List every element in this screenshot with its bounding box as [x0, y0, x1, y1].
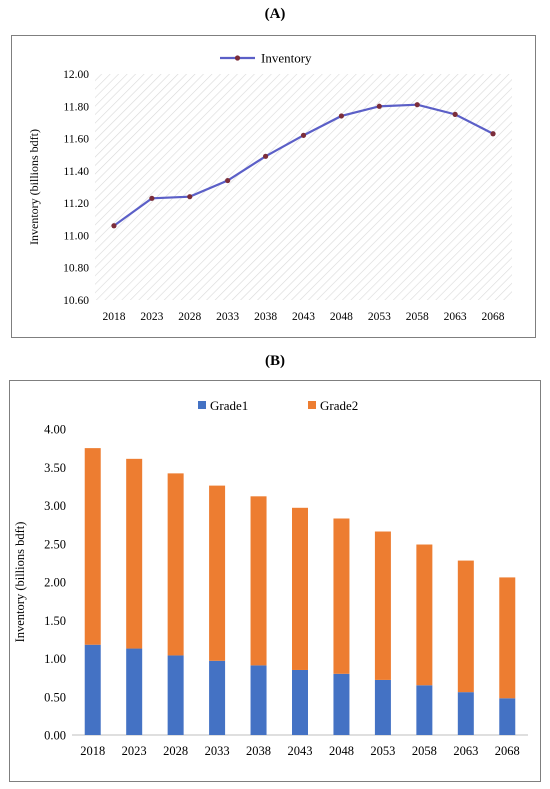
y-tick-label: 11.40	[64, 166, 90, 178]
y-axis-title: Inventory (billions bdft)	[13, 522, 27, 643]
y-tick-label: 2.00	[44, 576, 66, 590]
panel-a-label: (A)	[264, 6, 286, 22]
y-tick-label: 2.50	[44, 537, 66, 551]
x-tick-label: 2038	[254, 311, 277, 323]
x-tick-label: 2028	[163, 744, 188, 758]
data-point	[452, 111, 458, 117]
y-tick-label: 10.80	[63, 263, 89, 275]
x-tick-label: 2058	[412, 744, 437, 758]
x-tick-label: 2048	[329, 744, 354, 758]
bar-segment-grade2	[499, 577, 516, 699]
legend-swatch-grade1	[198, 401, 206, 409]
data-point	[300, 132, 307, 138]
y-tick-label: 4.00	[44, 423, 66, 437]
x-tick-label: 2063	[453, 744, 478, 758]
bar-segment-grade2	[416, 544, 433, 686]
x-tick-label: 2043	[288, 744, 313, 758]
stacked-bar-chart: 0.00 0.50 1.00 1.50 2.00 2.50 3.00 3.50 4.00 2018…	[13, 398, 528, 758]
data-point	[338, 113, 345, 119]
data-point	[225, 177, 231, 184]
legend-label-inventory: Inventory	[261, 51, 312, 66]
bar-segment-grade1	[84, 644, 101, 735]
data-point	[111, 223, 117, 229]
bar-segment-grade1	[250, 665, 267, 735]
bar-segment-grade2	[374, 531, 391, 680]
bar-segment-grade2	[167, 473, 184, 656]
bar-segment-grade2	[126, 458, 143, 649]
bar-segment-grade1	[374, 679, 391, 735]
bar-segment-grade2	[250, 496, 267, 666]
y-tick-label: 11.00	[64, 230, 90, 242]
line-chart: 10.60 10.80 11.00 11.20 11.40 11.60 11.80 12.00…	[27, 51, 512, 323]
legend-label-grade2: Grade2	[320, 398, 358, 413]
x-tick-label: 2023	[122, 744, 147, 758]
x-tick-label: 2043	[292, 311, 315, 323]
x-tick-label: 2053	[370, 744, 395, 758]
x-tick-label: 2048	[330, 311, 353, 323]
x-tick-label: 2058	[406, 311, 429, 323]
bar-segment-grade1	[126, 648, 143, 735]
y-tick-label: 1.00	[44, 652, 66, 666]
x-tick-label: 2018	[102, 311, 125, 323]
y-tick-label: 10.60	[63, 295, 89, 307]
x-tick-label: 2053	[368, 311, 391, 323]
bar-segment-grade1	[292, 669, 308, 735]
bar-segment-grade2	[333, 518, 350, 674]
bar-segment-grade1	[416, 685, 433, 735]
y-tick-label: 11.20	[64, 198, 90, 210]
y-tick-label: 11.80	[64, 101, 90, 113]
bar-segment-grade1	[167, 655, 184, 735]
data-point	[149, 195, 155, 201]
data-point	[490, 131, 496, 137]
x-tick-label: 2038	[246, 744, 271, 758]
bar-segment-grade2	[292, 507, 308, 670]
x-tick-label: 2063	[444, 311, 467, 323]
x-tick-label: 2033	[205, 744, 230, 758]
legend-swatch-grade2	[308, 401, 316, 409]
x-tick-label: 2033	[216, 311, 239, 323]
y-tick-label: 0.00	[44, 729, 66, 743]
x-tick-label: 2068	[482, 311, 505, 323]
bar-chart-frame: 0.00 0.50 1.00 1.50 2.00 2.50 3.00 3.50 4.00 2018…	[9, 380, 541, 782]
y-tick-label: 11.60	[64, 134, 90, 146]
bar-segment-grade2	[457, 560, 474, 693]
data-point	[187, 194, 193, 200]
legend-marker-swatch	[234, 55, 241, 61]
bar-segment-grade2	[84, 448, 101, 645]
y-tick-label: 3.00	[44, 499, 66, 513]
y-tick-label: 0.50	[44, 690, 66, 704]
bar-segment-grade2	[209, 485, 226, 661]
panel-b-label: (B)	[265, 353, 285, 369]
plot-area-hatched	[95, 74, 512, 300]
data-point	[376, 103, 382, 109]
x-tick-label: 2068	[495, 744, 520, 758]
x-tick-label: 2023	[140, 311, 163, 323]
bar-segment-grade1	[457, 692, 474, 735]
line-chart-frame: 10.60 10.80 11.00 11.20 11.40 11.60 11.80 12.00…	[11, 35, 536, 338]
y-tick-label: 12.00	[63, 69, 89, 81]
y-tick-label: 3.50	[44, 461, 66, 475]
legend-label-grade1: Grade1	[210, 398, 248, 413]
x-tick-label: 2018	[80, 744, 105, 758]
bar-segment-grade1	[209, 660, 226, 735]
bar-segment-grade1	[333, 673, 350, 735]
data-point	[414, 102, 420, 108]
y-tick-label: 1.50	[44, 614, 66, 628]
bar-segment-grade1	[499, 698, 516, 735]
data-point	[262, 153, 269, 159]
x-tick-label: 2028	[178, 311, 201, 323]
y-axis-title: Inventory (billions bdft)	[27, 129, 41, 245]
